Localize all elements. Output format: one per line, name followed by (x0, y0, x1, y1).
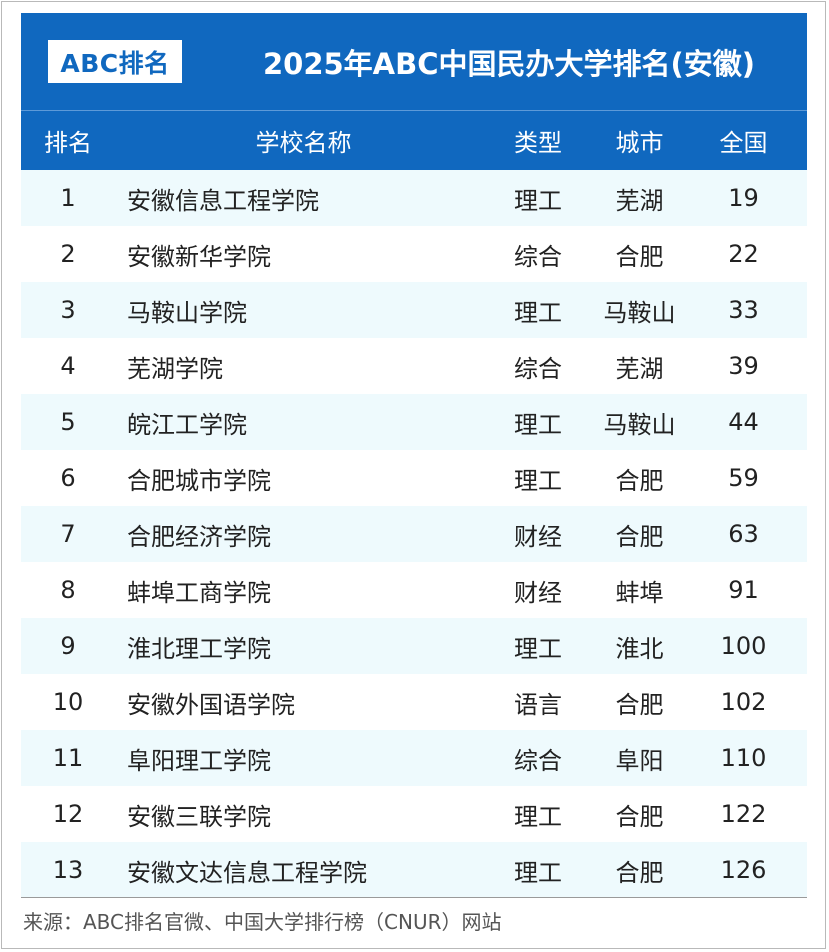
cell-rank: 3 (60, 296, 76, 324)
cell-national: 110 (720, 744, 767, 772)
cell-rank: 2 (60, 240, 76, 268)
cell-city: 合肥 (615, 242, 664, 271)
cell-name: 安徽文达信息工程学院 (127, 858, 367, 887)
cell-rank: 13 (52, 856, 84, 884)
cell-city: 马鞍山 (603, 410, 676, 439)
cell-city: 蚌埠 (615, 578, 664, 607)
cell-national: 126 (720, 856, 767, 884)
cell-rank: 10 (52, 688, 84, 716)
cell-rank: 8 (60, 576, 76, 604)
header-rank: 排名 (44, 129, 92, 157)
source-note: 来源：ABC排名官微、中国大学排行榜（CNUR）网站 (23, 910, 502, 934)
table-row: 13 安徽文达信息工程学院 理工 合肥 126 (21, 842, 807, 898)
cell-name: 芜湖学院 (127, 354, 223, 383)
abc-logo: ABC排名 (48, 40, 182, 83)
cell-city: 淮北 (615, 634, 664, 663)
table-row: 11 阜阳理工学院 综合 阜阳 110 (21, 730, 807, 786)
cell-national: 44 (728, 408, 759, 436)
cell-city: 合肥 (615, 858, 664, 887)
cell-rank: 6 (60, 464, 76, 492)
cell-city: 合肥 (615, 466, 664, 495)
cell-name: 皖江工学院 (127, 410, 247, 439)
cell-city: 马鞍山 (603, 298, 676, 327)
cell-type: 理工 (514, 802, 562, 831)
cell-national: 122 (720, 800, 767, 828)
cell-type: 综合 (514, 746, 562, 775)
table-row: 10 安徽外国语学院 语言 合肥 102 (21, 674, 807, 730)
cell-name: 安徽新华学院 (127, 242, 271, 271)
cell-type: 综合 (514, 242, 562, 271)
cell-type: 理工 (514, 466, 562, 495)
cell-city: 芜湖 (615, 354, 664, 383)
cell-name: 淮北理工学院 (127, 634, 271, 663)
header-city: 城市 (615, 129, 664, 157)
cell-name: 安徽外国语学院 (127, 690, 295, 719)
cell-name: 安徽信息工程学院 (127, 186, 319, 215)
cell-city: 阜阳 (615, 746, 664, 775)
cell-name: 蚌埠工商学院 (127, 578, 271, 607)
cell-name: 合肥城市学院 (127, 466, 271, 495)
table-row: 12 安徽三联学院 理工 合肥 122 (21, 786, 807, 842)
cell-rank: 5 (60, 408, 76, 436)
cell-name: 合肥经济学院 (127, 522, 271, 551)
cell-national: 91 (728, 576, 759, 604)
header-national: 全国 (719, 129, 768, 157)
cell-type: 综合 (514, 354, 562, 383)
table-row: 6 合肥城市学院 理工 合肥 59 (21, 450, 807, 506)
cell-rank: 11 (52, 744, 84, 772)
cell-national: 100 (720, 632, 767, 660)
table-row: 1 安徽信息工程学院 理工 芜湖 19 (21, 170, 807, 226)
cell-rank: 12 (52, 800, 84, 828)
cell-type: 理工 (514, 634, 562, 663)
table-row: 9 淮北理工学院 理工 淮北 100 (21, 618, 807, 674)
table-row: 5 皖江工学院 理工 马鞍山 44 (21, 394, 807, 450)
cell-national: 102 (720, 688, 767, 716)
cell-national: 39 (728, 352, 759, 380)
cell-city: 芜湖 (615, 186, 664, 215)
cell-rank: 9 (60, 632, 76, 660)
cell-national: 33 (728, 296, 759, 324)
cell-national: 19 (728, 184, 759, 212)
cell-rank: 4 (60, 352, 76, 380)
cell-national: 63 (728, 520, 759, 548)
cell-type: 理工 (514, 410, 562, 439)
cell-type: 财经 (514, 578, 562, 607)
cell-name: 阜阳理工学院 (127, 746, 271, 775)
table-row: 3 马鞍山学院 理工 马鞍山 33 (21, 282, 807, 338)
cell-type: 语言 (514, 690, 562, 719)
header-type: 类型 (514, 129, 562, 157)
title-bar: ABC排名 2025年ABC中国民办大学排名(安徽) (21, 13, 807, 110)
cell-city: 合肥 (615, 802, 664, 831)
cell-rank: 7 (60, 520, 76, 548)
cell-type: 财经 (514, 522, 562, 551)
table-row: 2 安徽新华学院 综合 合肥 22 (21, 226, 807, 282)
table-title: 2025年ABC中国民办大学排名(安徽) (262, 46, 756, 81)
table-row: 8 蚌埠工商学院 财经 蚌埠 91 (21, 562, 807, 618)
header-name: 学校名称 (255, 129, 352, 157)
cell-rank: 1 (60, 184, 76, 212)
cell-national: 59 (728, 464, 759, 492)
table-body: 1 安徽信息工程学院 理工 芜湖 19 2 安徽新华学院 综合 合肥 22 3 马鞍山学院 理工 马鞍山 3… (21, 170, 807, 898)
cell-type: 理工 (514, 186, 562, 215)
cell-national: 22 (728, 240, 759, 268)
cell-city: 合肥 (615, 690, 664, 719)
table-bottom-rule (21, 897, 807, 898)
ranking-table: ABC排名 2025年ABC中国民办大学排名(安徽) 排名 学校名称 类型 城市… (21, 13, 807, 898)
cell-type: 理工 (514, 298, 562, 327)
cell-name: 安徽三联学院 (127, 802, 271, 831)
table-row: 7 合肥经济学院 财经 合肥 63 (21, 506, 807, 562)
table-header: 排名 学校名称 类型 城市 全国 (21, 110, 807, 170)
table-row: 4 芜湖学院 综合 芜湖 39 (21, 338, 807, 394)
cell-type: 理工 (514, 858, 562, 887)
cell-name: 马鞍山学院 (127, 298, 247, 327)
cell-city: 合肥 (615, 522, 664, 551)
